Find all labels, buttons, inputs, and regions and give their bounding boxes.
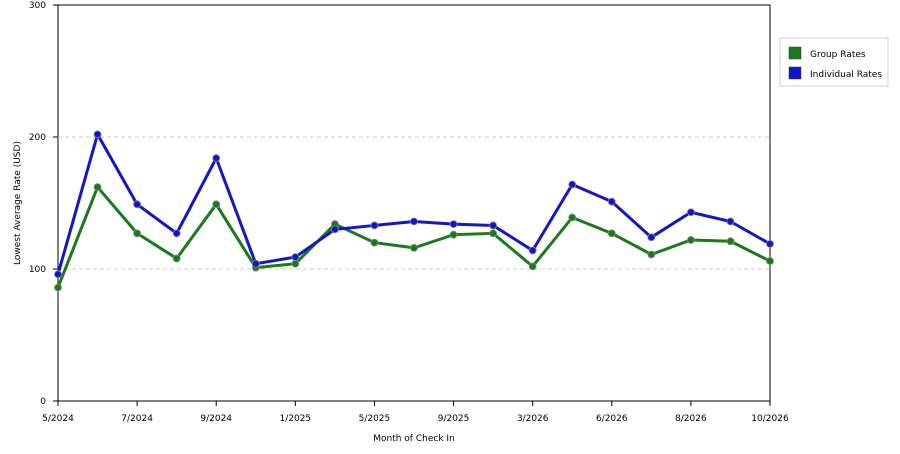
data-point <box>489 229 498 238</box>
data-point <box>212 200 221 209</box>
data-point <box>370 221 379 230</box>
data-point <box>172 229 181 238</box>
data-point <box>568 213 577 222</box>
y-tick-label: 100 <box>29 265 46 275</box>
series-line <box>56 130 771 275</box>
data-point <box>726 237 735 246</box>
data-point <box>54 270 62 279</box>
series-line <box>56 184 771 289</box>
data-point <box>291 253 300 262</box>
data-point <box>686 236 695 244</box>
data-point <box>133 229 142 238</box>
data-point <box>410 243 418 252</box>
y-tick-label: 200 <box>29 133 46 143</box>
data-point <box>766 257 774 265</box>
data-point <box>607 229 616 238</box>
data-point <box>291 259 300 268</box>
data-point <box>212 154 221 163</box>
x-tick-label: 3/2026 <box>517 414 549 424</box>
x-tick-label: 10/2026 <box>751 414 789 424</box>
legend-swatch <box>788 46 802 60</box>
data-point <box>93 130 102 139</box>
y-tick-label: 300 <box>29 1 46 11</box>
data-point <box>647 233 656 242</box>
data-point <box>133 200 142 209</box>
data-point <box>370 238 379 247</box>
x-tick-label: 7/2024 <box>121 414 153 424</box>
data-point <box>568 180 577 189</box>
data-point <box>528 246 537 255</box>
data-point <box>766 240 774 248</box>
data-point <box>449 230 458 239</box>
data-point <box>54 283 62 292</box>
data-point <box>449 220 458 229</box>
x-tick-label: 5/2025 <box>359 414 391 424</box>
legend-label: Individual Rates <box>810 70 882 80</box>
x-tick-label: 9/2024 <box>200 414 232 424</box>
legend-swatch <box>788 66 802 80</box>
data-point <box>251 259 260 268</box>
y-axis-label: Lowest Average Rate (USD) <box>13 141 23 265</box>
data-point <box>330 225 339 234</box>
x-tick-label: 8/2026 <box>675 414 707 424</box>
x-tick-label: 6/2026 <box>596 414 628 424</box>
data-point <box>489 221 498 230</box>
data-point <box>726 217 735 226</box>
legend-label: Group Rates <box>810 50 866 60</box>
data-point <box>93 183 102 192</box>
x-tick-label: 1/2025 <box>279 414 311 424</box>
data-point <box>172 254 181 263</box>
plot-frame <box>57 4 771 402</box>
data-point <box>607 197 616 206</box>
x-tick-label: 5/2024 <box>42 414 74 424</box>
data-point <box>528 262 537 271</box>
data-point <box>647 250 656 259</box>
x-axis-label: Month of Check In <box>373 434 455 444</box>
data-point <box>410 217 418 226</box>
y-tick-label: 0 <box>40 397 46 407</box>
data-point <box>686 208 695 217</box>
x-tick-label: 9/2025 <box>438 414 470 424</box>
